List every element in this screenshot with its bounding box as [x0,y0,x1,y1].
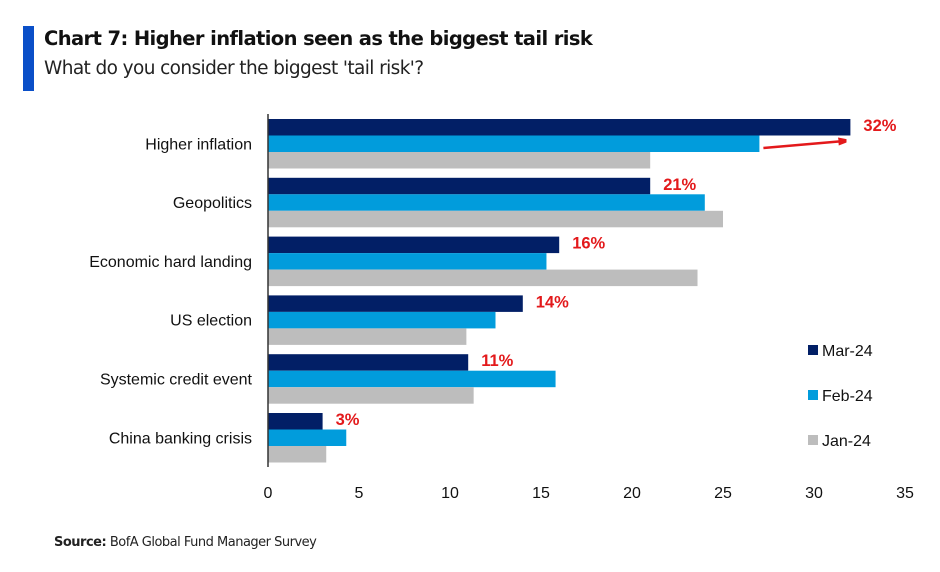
x-tick-label: 35 [896,485,914,502]
legend-label: Mar-24 [822,343,873,360]
bar-feb-24-3 [268,311,496,329]
bar-mar-24-2 [268,236,560,254]
bar-jan-24-2 [268,269,698,287]
bar-feb-24-0 [268,135,760,152]
chart-title: Chart 7: Higher inflation seen as the bi… [44,27,593,50]
bar-feb-24-2 [268,253,547,270]
source-label: Source: [54,535,107,550]
legend-swatch-jan-24 [808,435,818,445]
data-label: 32% [863,117,896,135]
category-label: Systemic credit event [100,371,253,388]
trend-arrow [763,141,844,150]
data-label: 14% [536,293,569,311]
bar-mar-24-4 [268,354,469,371]
bar-mar-24-5 [268,413,323,430]
legend-label: Feb-24 [822,388,873,405]
data-label: 16% [572,235,605,253]
data-label: 21% [663,176,696,194]
data-label: 11% [481,352,513,370]
bar-jan-24-5 [268,446,327,463]
bar-feb-24-1 [268,194,705,211]
category-label: US election [170,313,252,330]
category-label: Geopolitics [173,195,252,212]
category-label: China banking crisis [109,430,252,447]
category-label: Economic hard landing [89,254,252,271]
bar-jan-24-1 [268,210,723,228]
x-tick-label: 25 [714,485,732,502]
bar-mar-24-0 [268,119,851,136]
x-tick-label: 5 [355,485,364,502]
x-tick-label: 20 [623,485,641,502]
bar-feb-24-4 [268,370,556,388]
x-tick-label: 10 [441,485,459,502]
bar-jan-24-0 [268,152,651,169]
x-tick-label: 0 [264,485,273,502]
legend-swatch-mar-24 [808,345,818,355]
chart-subtitle: What do you consider the biggest 'tail r… [44,58,424,79]
x-tick-label: 15 [532,485,550,502]
legend-label: Jan-24 [822,433,871,450]
source-text: BofA Global Fund Manager Survey [106,535,317,550]
category-label: Higher inflation [145,136,252,153]
legend-swatch-feb-24 [808,390,818,400]
data-label: 3% [336,411,360,429]
bar-jan-24-3 [268,328,467,345]
source-note: Source: BofA Global Fund Manager Survey [54,535,317,550]
bar-feb-24-5 [268,429,347,446]
title-accent-bar [23,26,34,91]
bar-jan-24-4 [268,387,474,404]
bar-mar-24-3 [268,295,523,312]
x-tick-label: 30 [805,485,823,502]
bar-mar-24-1 [268,177,651,195]
